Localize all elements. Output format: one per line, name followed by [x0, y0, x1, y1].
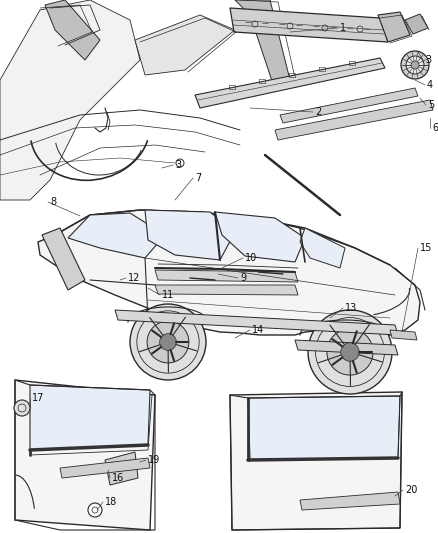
Text: 10: 10	[245, 253, 257, 263]
Text: 4: 4	[427, 80, 433, 90]
Circle shape	[88, 503, 102, 517]
Text: 17: 17	[32, 393, 44, 403]
Text: 16: 16	[112, 473, 124, 483]
Polygon shape	[215, 212, 305, 262]
Polygon shape	[38, 210, 420, 340]
Text: 19: 19	[148, 455, 160, 465]
Text: 3: 3	[425, 55, 431, 65]
Polygon shape	[30, 385, 150, 450]
Circle shape	[176, 159, 184, 167]
Circle shape	[401, 51, 429, 79]
Polygon shape	[280, 88, 418, 123]
Polygon shape	[15, 380, 155, 530]
Circle shape	[308, 310, 392, 394]
Text: 8: 8	[50, 197, 56, 207]
Text: 2: 2	[315, 107, 321, 117]
Polygon shape	[300, 228, 345, 268]
Polygon shape	[145, 210, 235, 260]
Circle shape	[411, 61, 419, 69]
Polygon shape	[230, 392, 402, 530]
Polygon shape	[45, 0, 100, 60]
Text: 11: 11	[162, 290, 174, 300]
Polygon shape	[155, 285, 298, 295]
Polygon shape	[60, 458, 150, 478]
Text: 13: 13	[345, 303, 357, 313]
Text: 7: 7	[195, 173, 201, 183]
Polygon shape	[295, 340, 398, 355]
Text: 18: 18	[105, 497, 117, 507]
Polygon shape	[300, 492, 400, 510]
Polygon shape	[230, 8, 388, 42]
Text: 20: 20	[405, 485, 417, 495]
Polygon shape	[115, 310, 398, 335]
Text: 15: 15	[420, 243, 432, 253]
Polygon shape	[390, 330, 417, 340]
Polygon shape	[378, 12, 410, 42]
Circle shape	[130, 304, 206, 380]
Text: 6: 6	[432, 123, 438, 133]
Text: 5: 5	[428, 100, 434, 110]
Polygon shape	[155, 270, 298, 282]
Circle shape	[159, 334, 177, 350]
Text: 9: 9	[240, 273, 246, 283]
Polygon shape	[405, 14, 428, 34]
Circle shape	[147, 321, 189, 363]
Polygon shape	[105, 452, 138, 485]
Text: 14: 14	[252, 325, 264, 335]
Polygon shape	[135, 15, 235, 75]
Text: 3: 3	[175, 160, 181, 170]
Circle shape	[341, 343, 359, 361]
Polygon shape	[0, 0, 140, 200]
Polygon shape	[275, 100, 433, 140]
Text: 1: 1	[340, 23, 346, 33]
Polygon shape	[235, 0, 290, 90]
Polygon shape	[42, 228, 85, 290]
Polygon shape	[195, 58, 385, 108]
Polygon shape	[248, 396, 400, 460]
Polygon shape	[68, 213, 165, 258]
Circle shape	[327, 329, 373, 375]
Circle shape	[14, 400, 30, 416]
Circle shape	[406, 56, 424, 74]
Text: 12: 12	[128, 273, 140, 283]
